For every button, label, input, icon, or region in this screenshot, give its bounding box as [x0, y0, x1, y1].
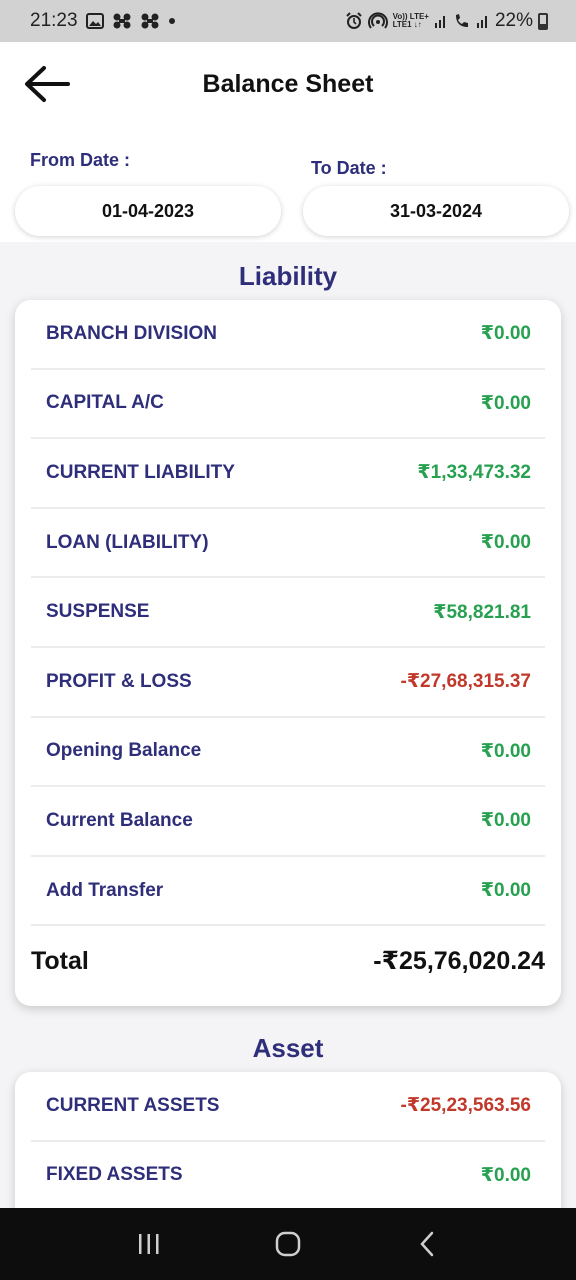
system-back-button[interactable]: [407, 1224, 447, 1264]
row-value: -₹25,23,563.56: [401, 1094, 532, 1117]
asset-card: CURRENT ASSETS -₹25,23,563.56 FIXED ASSE…: [15, 1072, 561, 1222]
wifi-calling-icon: [453, 12, 471, 30]
chevron-left-icon: [417, 1230, 437, 1258]
liability-row[interactable]: Opening Balance ₹0.00: [31, 718, 545, 788]
signal-icon-1: [434, 13, 448, 29]
more-notifications-dot-icon: [168, 17, 176, 25]
to-date-value: 31-03-2024: [390, 201, 482, 222]
row-label: Current Balance: [46, 810, 193, 832]
liability-title: Liability: [0, 261, 576, 292]
asset-title: Asset: [0, 1033, 576, 1064]
system-nav-bar: [0, 1208, 576, 1280]
liability-row[interactable]: Current Balance ₹0.00: [31, 787, 545, 857]
alarm-icon: [345, 12, 363, 30]
row-value: ₹0.00: [481, 531, 531, 554]
row-label: CURRENT ASSETS: [46, 1095, 219, 1117]
row-label: BRANCH DIVISION: [46, 323, 217, 345]
signal-icon-2: [476, 13, 490, 29]
liability-row[interactable]: Add Transfer ₹0.00: [31, 857, 545, 927]
row-label: Add Transfer: [46, 880, 163, 902]
battery-percent: 22%: [495, 10, 533, 32]
asset-row[interactable]: FIXED ASSETS ₹0.00: [31, 1142, 545, 1212]
from-date-label: From Date :: [30, 150, 130, 171]
row-label: LOAN (LIABILITY): [46, 532, 209, 554]
liability-card: BRANCH DIVISION ₹0.00 CAPITAL A/C ₹0.00 …: [15, 300, 561, 1006]
liability-row[interactable]: BRANCH DIVISION ₹0.00: [31, 300, 545, 370]
status-bar: 21:23 Vo)) LTE+ LTE1 ↓↑: [0, 0, 576, 42]
liability-total-row: Total -₹25,76,020.24: [15, 926, 561, 996]
row-value: ₹0.00: [481, 740, 531, 763]
row-value: ₹0.00: [481, 879, 531, 902]
to-date-field[interactable]: 31-03-2024: [303, 186, 569, 236]
liability-row[interactable]: CAPITAL A/C ₹0.00: [31, 370, 545, 440]
app-notification-icon: [112, 12, 132, 30]
asset-row[interactable]: CURRENT ASSETS -₹25,23,563.56: [31, 1072, 545, 1142]
row-label: SUSPENSE: [46, 601, 149, 623]
page-title: Balance Sheet: [0, 70, 576, 99]
status-time: 21:23: [30, 10, 78, 32]
from-date-value: 01-04-2023: [102, 201, 194, 222]
row-label: CURRENT LIABILITY: [46, 462, 235, 484]
row-value: ₹1,33,473.32: [417, 461, 531, 484]
row-value: -₹27,68,315.37: [401, 670, 532, 693]
recent-apps-icon: [136, 1232, 162, 1256]
home-icon: [274, 1230, 302, 1258]
network-type: Vo)) LTE+ LTE1 ↓↑: [393, 13, 429, 29]
row-value: ₹0.00: [481, 809, 531, 832]
hotspot-icon: [368, 12, 388, 30]
app-notification-icon-2: [140, 12, 160, 30]
from-date-field[interactable]: 01-04-2023: [15, 186, 281, 236]
row-value: ₹0.00: [481, 1164, 531, 1187]
gallery-icon: [86, 13, 104, 29]
row-label: CAPITAL A/C: [46, 392, 164, 414]
liability-row[interactable]: LOAN (LIABILITY) ₹0.00: [31, 509, 545, 579]
row-label: FIXED ASSETS: [46, 1164, 183, 1186]
row-value: ₹58,821.81: [433, 601, 531, 624]
liability-row[interactable]: SUSPENSE ₹58,821.81: [31, 578, 545, 648]
home-button[interactable]: [268, 1224, 308, 1264]
battery-icon: [538, 13, 548, 30]
row-value: ₹0.00: [481, 392, 531, 415]
to-date-label: To Date :: [311, 158, 387, 179]
app-header: Balance Sheet: [0, 42, 576, 128]
total-value: -₹25,76,020.24: [373, 946, 545, 976]
row-value: ₹0.00: [481, 322, 531, 345]
liability-row[interactable]: PROFIT & LOSS -₹27,68,315.37: [31, 648, 545, 718]
row-label: Opening Balance: [46, 740, 201, 762]
total-label: Total: [31, 947, 89, 976]
recent-apps-button[interactable]: [129, 1224, 169, 1264]
row-label: PROFIT & LOSS: [46, 671, 192, 693]
liability-row[interactable]: CURRENT LIABILITY ₹1,33,473.32: [31, 439, 545, 509]
